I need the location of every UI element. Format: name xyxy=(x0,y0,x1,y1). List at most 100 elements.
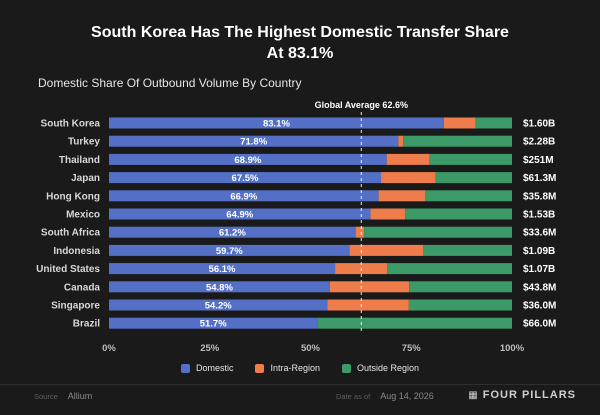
category-label: Japan xyxy=(71,173,100,184)
category-label: Turkey xyxy=(68,137,100,148)
volume-label: $1.53B xyxy=(523,210,555,221)
bar-segment-outside-region-south-korea xyxy=(475,117,512,129)
volume-label: $1.60B xyxy=(523,119,555,130)
category-label: Mexico xyxy=(66,210,100,221)
bar-segment-outside-region-japan xyxy=(435,172,512,184)
domestic-share-label: 68.9% xyxy=(234,155,261,166)
category-label: Hong Kong xyxy=(46,191,100,202)
domestic-share-label: 54.2% xyxy=(205,301,232,312)
bar-segment-domestic-indonesia xyxy=(109,244,350,256)
x-tick-label: 0% xyxy=(102,343,116,354)
category-label: Canada xyxy=(64,282,101,293)
volume-label: $2.28B xyxy=(523,137,555,148)
volume-label: $1.07B xyxy=(523,264,555,275)
volume-label: $66.0M xyxy=(523,319,556,330)
x-tick-label: 25% xyxy=(200,343,220,354)
chart-subtitle: Domestic Share Of Outbound Volume By Cou… xyxy=(38,76,302,90)
category-label: United States xyxy=(36,264,100,275)
category-label: Thailand xyxy=(59,155,100,166)
pillars-icon: ▦ xyxy=(468,390,479,401)
chart-title: South Korea Has The Highest Domestic Tra… xyxy=(0,22,600,64)
legend-label-intra-region: Intra-Region xyxy=(270,363,320,373)
chart-legend: Domestic Intra-Region Outside Region xyxy=(0,363,600,373)
date-label: Date as of xyxy=(336,392,371,401)
bar-segment-domestic-hong-kong xyxy=(109,190,379,202)
domestic-share-label: 56.1% xyxy=(209,264,236,275)
domestic-share-label: 59.7% xyxy=(216,246,243,257)
bar-segment-intra-region-mexico xyxy=(370,208,406,220)
bar-segment-domestic-united-states xyxy=(109,263,336,275)
category-label: Brazil xyxy=(73,319,100,330)
bar-segment-outside-region-indonesia xyxy=(423,244,512,256)
date-value: Aug 14, 2026 xyxy=(380,391,434,401)
bar-segment-domestic-south-korea xyxy=(109,117,444,129)
bar-segment-outside-region-united-states xyxy=(387,263,512,275)
source-label: Source xyxy=(34,392,58,401)
domestic-share-label: 54.8% xyxy=(206,282,233,293)
source-value: Allium xyxy=(67,391,93,401)
bar-segment-outside-region-hong-kong xyxy=(425,190,512,202)
bar-segment-outside-region-brazil xyxy=(317,317,512,329)
bar-segment-outside-region-singapore xyxy=(408,299,512,311)
legend-item-intra-region: Intra-Region xyxy=(255,363,320,373)
bar-segment-domestic-canada xyxy=(109,281,330,293)
x-tick-label: 50% xyxy=(301,343,321,354)
global-average-label: Global Average 62.6% xyxy=(315,100,408,110)
footer-source: Source Allium xyxy=(34,391,92,401)
footer-date: Date as of Aug 14, 2026 xyxy=(336,391,434,401)
footer-divider xyxy=(0,384,600,385)
bar-segment-intra-region-hong-kong xyxy=(378,190,426,202)
legend-swatch-outside-region xyxy=(342,363,351,373)
bar-segment-intra-region-south-korea xyxy=(443,117,476,129)
bar-segment-intra-region-singapore xyxy=(327,299,409,311)
bar-segment-outside-region-turkey xyxy=(403,135,512,147)
domestic-share-label: 64.9% xyxy=(226,210,253,221)
bar-segment-domestic-turkey xyxy=(109,135,399,147)
legend-label-domestic: Domestic xyxy=(195,363,234,373)
brand-name: FOUR PILLARS xyxy=(482,389,576,401)
volume-label: $61.3M xyxy=(523,173,556,184)
domestic-share-label: 83.1% xyxy=(263,119,290,130)
legend-label-outside-region: Outside Region xyxy=(357,363,420,373)
category-label: Indonesia xyxy=(53,246,100,257)
x-tick-label: 100% xyxy=(500,343,525,354)
domestic-share-label: 66.9% xyxy=(230,191,257,202)
bar-segment-outside-region-thailand xyxy=(429,153,512,165)
x-tick-label: 75% xyxy=(402,343,422,354)
bar-segment-outside-region-canada xyxy=(409,281,512,293)
bar-segment-intra-region-turkey xyxy=(398,135,404,147)
bar-segment-intra-region-south-africa xyxy=(355,226,365,238)
volume-label: $1.09B xyxy=(523,246,555,257)
volume-label: $36.0M xyxy=(523,301,556,312)
volume-label: $251M xyxy=(523,155,554,166)
volume-label: $33.6M xyxy=(523,228,556,239)
chart-title-line-2: At 83.1% xyxy=(266,45,334,62)
bar-segment-intra-region-thailand xyxy=(386,153,430,165)
legend-swatch-domestic xyxy=(180,363,190,373)
domestic-share-label: 67.5% xyxy=(232,173,259,184)
domestic-share-label: 71.8% xyxy=(240,137,267,148)
bar-segment-domestic-south-africa xyxy=(109,226,356,238)
legend-item-domestic: Domestic xyxy=(180,363,234,373)
domestic-share-label: 51.7% xyxy=(200,319,227,330)
category-label: South Africa xyxy=(41,228,101,239)
bar-segment-outside-region-mexico xyxy=(405,208,512,220)
bar-segment-domestic-mexico xyxy=(109,208,371,220)
bar-segment-intra-region-japan xyxy=(381,172,436,184)
category-label: Singapore xyxy=(51,301,100,312)
legend-swatch-intra-region xyxy=(255,363,265,373)
bar-segment-intra-region-indonesia xyxy=(349,244,424,256)
brand-logo: ▦ FOUR PILLARS xyxy=(468,389,576,401)
chart-title-line-1: South Korea Has The Highest Domestic Tra… xyxy=(91,24,509,41)
bar-segment-domestic-thailand xyxy=(109,153,387,165)
volume-label: $43.8M xyxy=(523,282,556,293)
bar-segment-domestic-singapore xyxy=(109,299,328,311)
category-label: South Korea xyxy=(41,119,101,130)
legend-item-outside-region: Outside Region xyxy=(342,363,419,373)
bar-segment-outside-region-south-africa xyxy=(364,226,512,238)
bar-segment-domestic-brazil xyxy=(109,317,318,329)
volume-label: $35.8M xyxy=(523,191,556,202)
bar-segment-domestic-japan xyxy=(109,172,382,184)
domestic-share-label: 61.2% xyxy=(219,228,246,239)
